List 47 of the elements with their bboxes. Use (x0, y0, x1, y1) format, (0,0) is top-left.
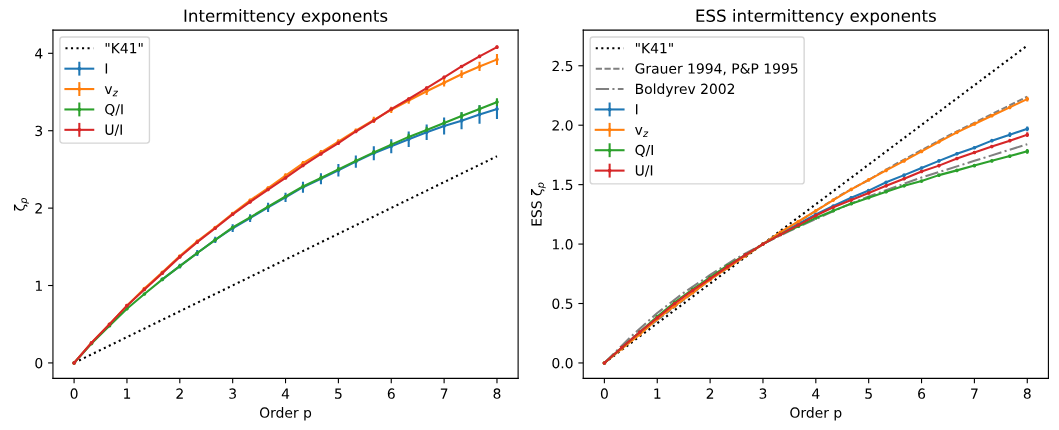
x-tick-label: 6 (387, 388, 395, 399)
x-tick-label: 6 (918, 388, 926, 399)
x-tick-label: 8 (1023, 388, 1031, 399)
x-tick-label: 1 (654, 388, 661, 399)
y-tick-label: 1.5 (552, 179, 573, 191)
x-tick-label: 0 (70, 388, 78, 399)
legend-label: "K41" (105, 43, 143, 54)
legend-label: Q/I (635, 144, 653, 157)
x-axis-title: Order p (259, 407, 312, 421)
legend-label: "K41" (635, 43, 673, 54)
x-tick-label: 3 (759, 388, 767, 399)
x-tick-label: 8 (493, 388, 501, 399)
y-tick-label: 1 (35, 280, 42, 291)
x-tick-label: 2 (706, 388, 714, 399)
legend-label: Boldyrev 2002 (635, 83, 735, 97)
y-axis-title: ESS ζ$_{p}$ (531, 182, 546, 226)
x-tick-label: 5 (865, 388, 872, 399)
legend-label: I (635, 104, 638, 115)
legend-label: I (105, 63, 108, 74)
x-tick-label: 0 (600, 388, 608, 399)
legend-label: U/I (635, 165, 653, 177)
chart-title: Intermittency exponents (184, 9, 388, 26)
x-tick-label: 2 (176, 388, 183, 399)
x-tick-label: 5 (335, 388, 342, 399)
y-tick-label: 0.5 (552, 298, 573, 309)
legend-label: Grauer 1994, P&P 1995 (635, 63, 798, 76)
y-tick-label: 2 (35, 203, 42, 214)
y-tick-label: 0 (35, 357, 43, 369)
legend-label: v$_{z}$ (635, 127, 649, 137)
y-tick-label: 2.0 (552, 120, 573, 131)
y-tick-label: 1.0 (552, 239, 573, 250)
legend-label: Q/I (105, 104, 123, 117)
x-tick-label: 7 (971, 388, 978, 399)
x-tick-label: 3 (229, 388, 236, 399)
x-axis-title: Order p (790, 407, 842, 421)
y-axis-title: ζ$_{p}$ (13, 197, 29, 211)
x-tick-label: 4 (281, 388, 290, 399)
chart-title: ESS intermittency exponents (696, 9, 936, 26)
y-tick-label: 4 (35, 48, 43, 59)
legend-label: v$_{z}$ (104, 86, 118, 97)
x-tick-label: 4 (812, 388, 820, 399)
y-tick-label: 3 (35, 125, 43, 137)
y-tick-label: 0.0 (552, 357, 573, 369)
x-tick-label: 1 (124, 388, 131, 399)
y-tick-label: 2.5 (552, 60, 573, 72)
x-tick-label: 7 (440, 388, 448, 399)
legend-label: U/I (105, 124, 122, 136)
